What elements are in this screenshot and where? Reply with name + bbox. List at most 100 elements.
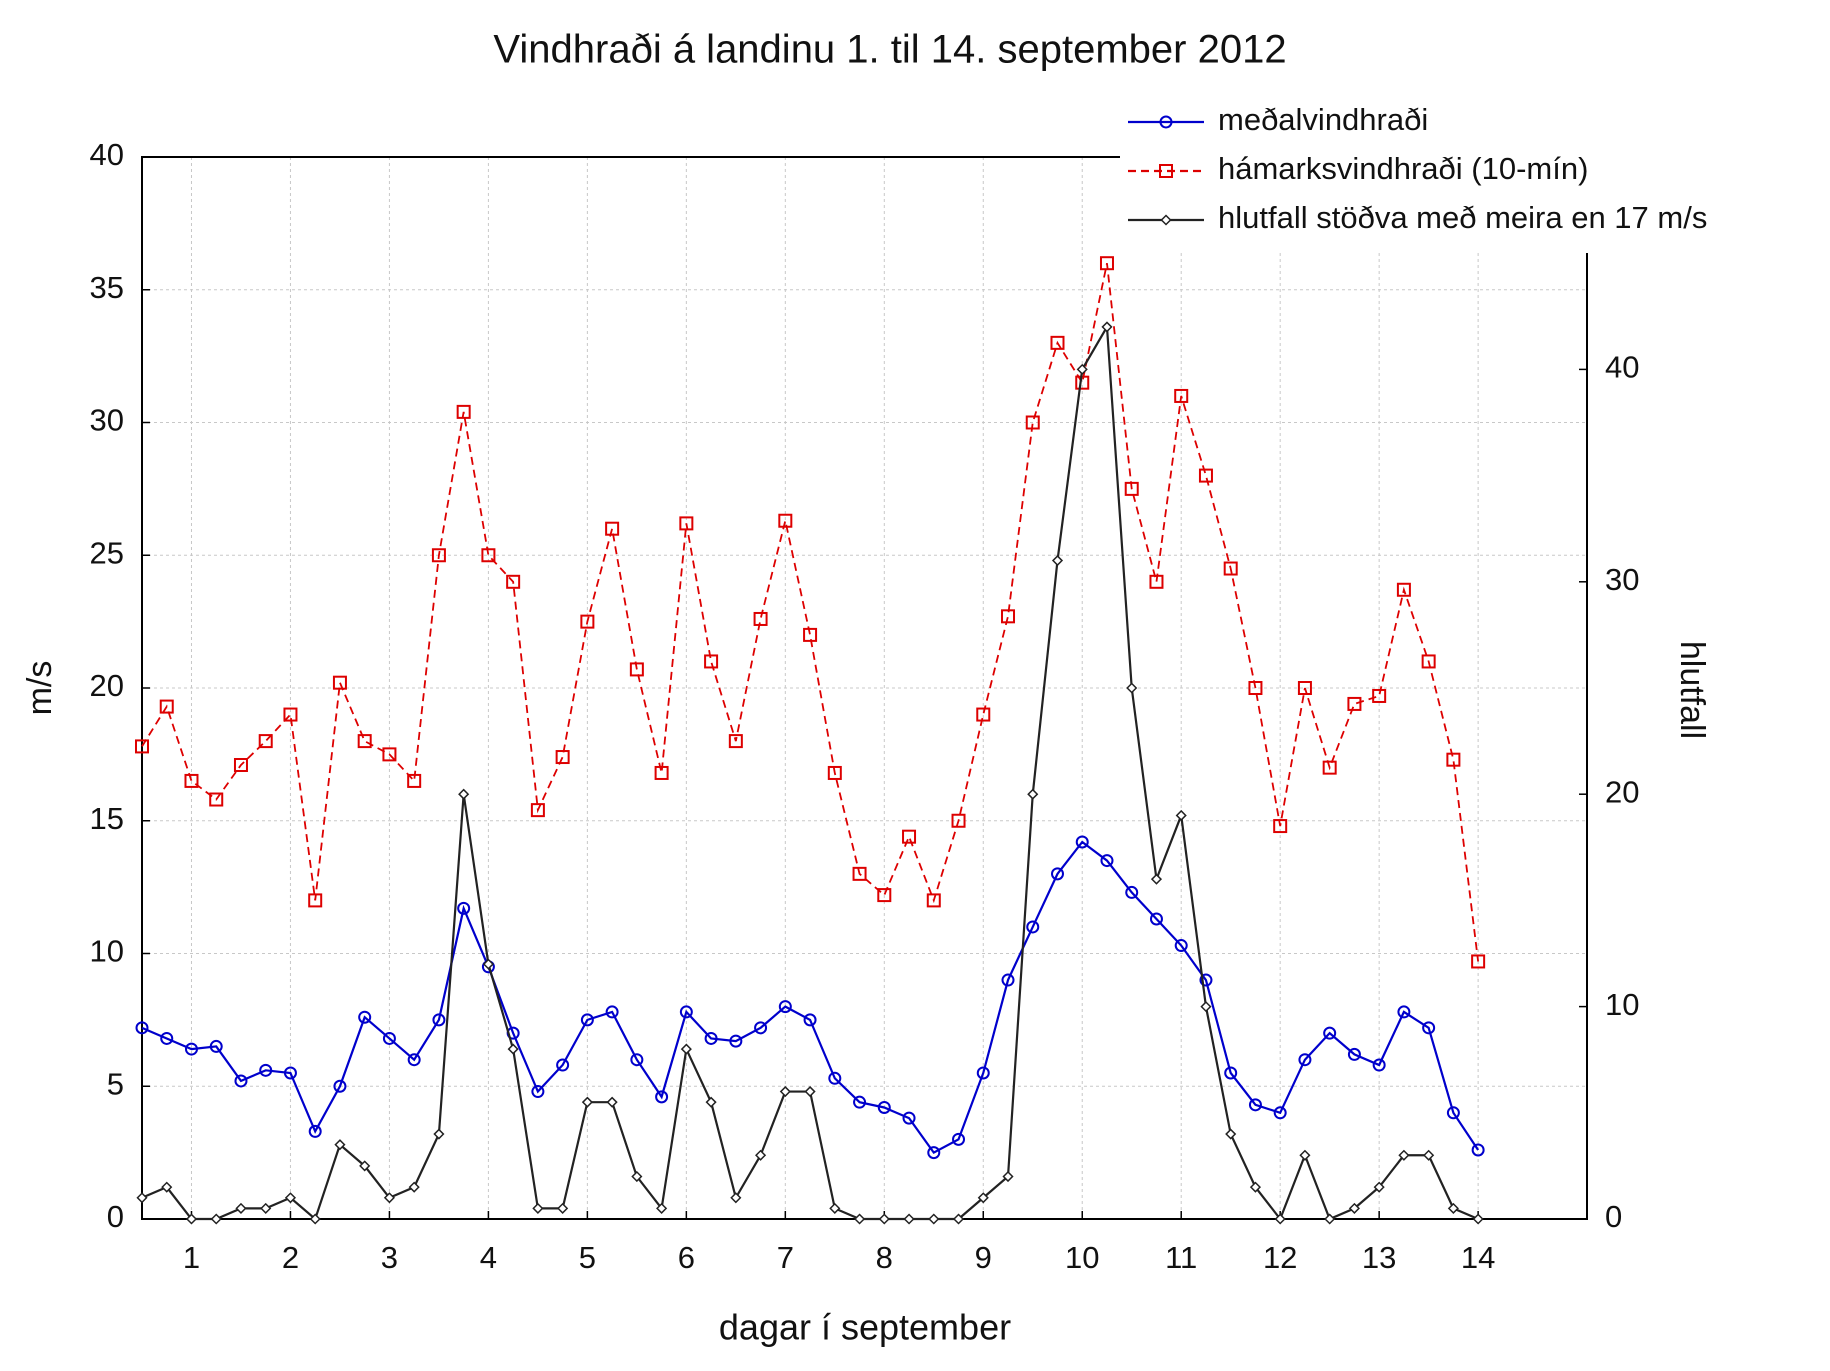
point (728, 734, 743, 749)
point (878, 1213, 890, 1225)
point (309, 1213, 321, 1225)
y-tick-label: 30 (90, 403, 124, 438)
point (1446, 752, 1461, 767)
point (1297, 681, 1312, 695)
point (481, 548, 496, 563)
point (828, 1071, 842, 1085)
point (259, 1063, 273, 1077)
x-tick-label: 7 (777, 1240, 794, 1275)
legend: meðalvindhraði hámarksvindhraði (10-mín) h… (1120, 96, 1822, 253)
point (233, 757, 248, 772)
point (778, 1000, 792, 1014)
point (1347, 696, 1362, 711)
point (1174, 939, 1188, 953)
point (1372, 688, 1387, 703)
point (284, 1192, 297, 1204)
point (976, 707, 991, 722)
point (679, 516, 694, 531)
x-tick-label: 8 (876, 1240, 893, 1275)
point (1225, 1128, 1237, 1140)
y-tick-label: 20 (90, 668, 124, 703)
x-axis-label: dagar í september (719, 1307, 1011, 1348)
point (1348, 1202, 1360, 1214)
point (1149, 574, 1164, 589)
point (631, 1170, 643, 1183)
point (160, 1031, 174, 1045)
y-tick-label: 35 (90, 270, 124, 305)
point (1199, 973, 1213, 987)
x-tick-label: 12 (1263, 1240, 1297, 1275)
point (729, 1034, 743, 1048)
point (1099, 256, 1114, 271)
point (629, 662, 644, 677)
point (1273, 819, 1288, 834)
point (605, 521, 620, 536)
point (531, 1085, 545, 1099)
point (581, 1096, 593, 1108)
point (656, 1202, 668, 1214)
point (655, 1090, 669, 1104)
point (705, 1096, 717, 1108)
y2-tick-label: 20 (1605, 774, 1639, 809)
x-tick-label: 2 (282, 1240, 299, 1275)
y-tick-label: 0 (107, 1199, 124, 1234)
point (704, 1031, 718, 1045)
point (334, 1139, 346, 1151)
point (1150, 873, 1163, 885)
point (407, 1053, 421, 1067)
point (136, 1192, 148, 1204)
x-tick-label: 4 (480, 1240, 497, 1275)
point (654, 765, 669, 780)
point (1372, 1058, 1386, 1072)
point (1323, 1026, 1337, 1040)
point (952, 1213, 965, 1225)
point (1051, 554, 1064, 567)
point (1421, 654, 1436, 669)
legend-marker (1159, 115, 1173, 129)
point (680, 1043, 692, 1055)
point (135, 739, 149, 754)
y2-tick-label: 30 (1605, 562, 1639, 597)
series-line (141, 263, 1480, 962)
point (556, 1058, 570, 1072)
point (209, 1039, 223, 1053)
point (332, 675, 347, 690)
point (456, 404, 471, 419)
point (605, 1005, 619, 1019)
point (803, 1013, 817, 1027)
point (234, 1074, 248, 1088)
point (507, 1043, 519, 1055)
y2-tick-label: 40 (1605, 350, 1639, 385)
point (1126, 682, 1138, 694)
point (1446, 1106, 1460, 1120)
point (161, 1181, 173, 1193)
point (1298, 1053, 1312, 1067)
point (1175, 809, 1187, 822)
point (1100, 854, 1114, 868)
point (407, 773, 422, 788)
y2-tick-label: 0 (1605, 1199, 1622, 1234)
y-tick-label: 5 (107, 1066, 124, 1101)
point (730, 1192, 742, 1204)
point (458, 788, 470, 800)
point (1076, 363, 1088, 375)
point (1027, 788, 1039, 800)
series-line (141, 840, 1480, 1155)
point (283, 1066, 297, 1080)
point (1447, 1202, 1459, 1214)
point (877, 1100, 891, 1114)
point (431, 548, 446, 563)
legend-marker (1160, 214, 1172, 226)
point (333, 1079, 347, 1093)
point (457, 901, 471, 915)
point (1149, 912, 1163, 926)
point (1224, 1066, 1238, 1080)
point (1248, 681, 1263, 695)
point (283, 707, 298, 722)
x-tick-label: 10 (1065, 1240, 1099, 1275)
point (506, 574, 521, 589)
point (1001, 973, 1015, 987)
point (952, 1132, 966, 1146)
y-tick-label: 10 (90, 934, 124, 969)
point (1274, 1213, 1286, 1225)
